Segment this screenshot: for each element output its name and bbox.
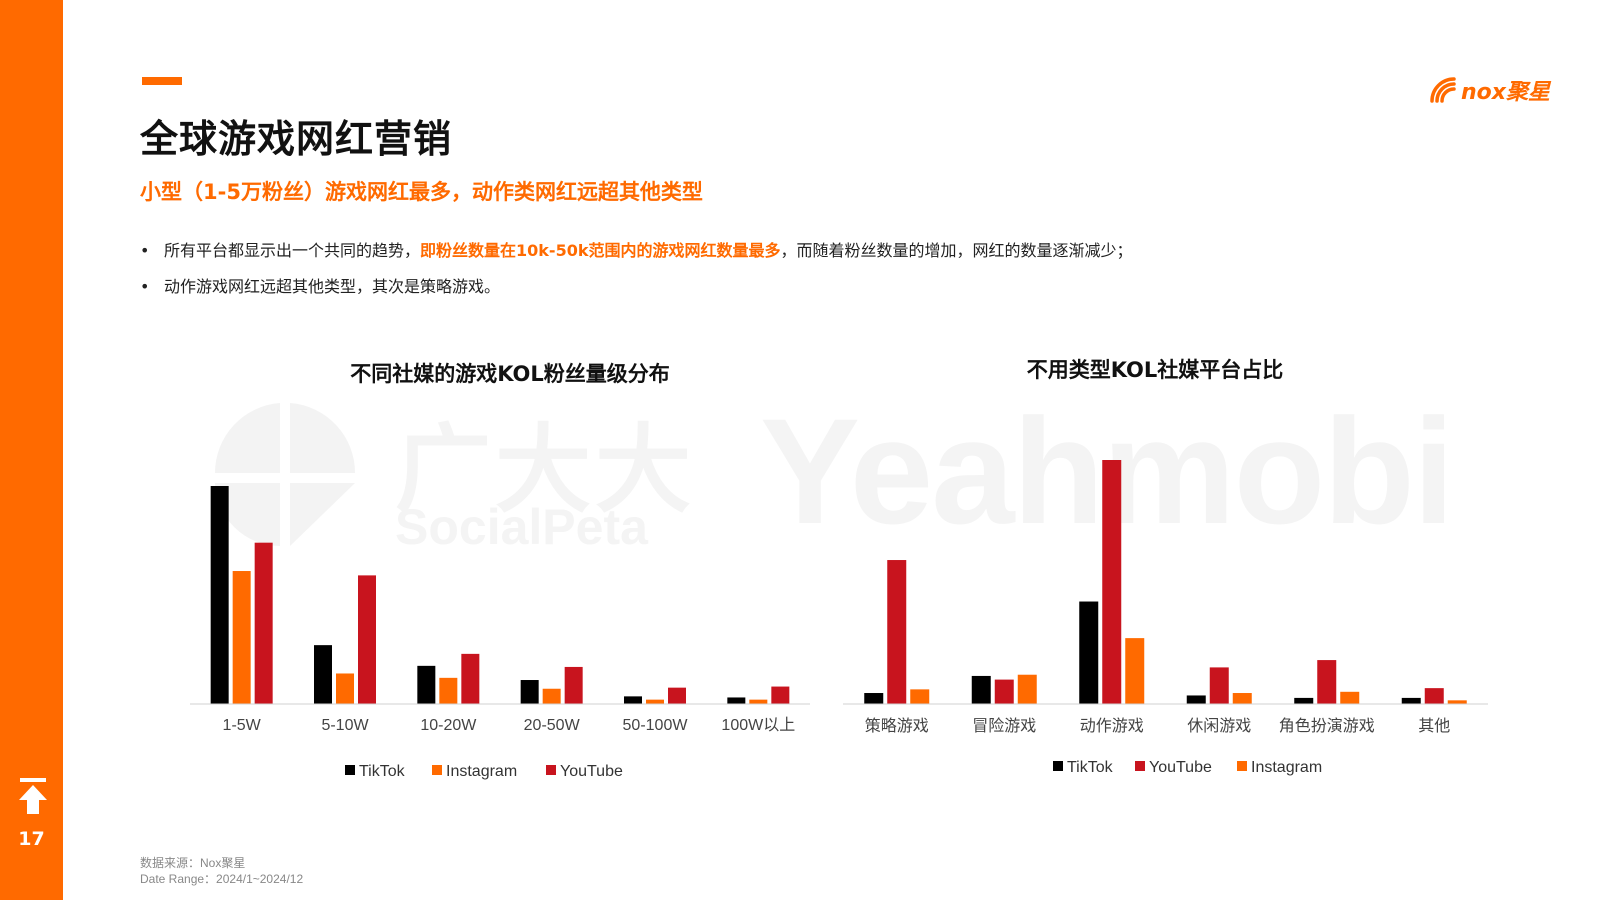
chart-title-fan-distribution: 不同社媒的游戏KOL粉丝量级分布	[350, 362, 670, 386]
x-tick-label: 1-5W	[223, 717, 262, 734]
page-title: 全球游戏网红营销	[140, 117, 453, 161]
x-tick-label: 策略游戏	[865, 717, 929, 735]
footer: 数据来源：Nox聚星 Date Range：2024/1~2024/12	[140, 855, 303, 887]
bullet-text: ，而随着粉丝数量的增加，网红的数量逐渐减少；	[780, 241, 1133, 260]
bar	[668, 687, 686, 704]
nox-logo: nox聚星	[1428, 72, 1550, 108]
legend-swatch	[432, 765, 442, 775]
bar	[314, 645, 332, 704]
x-tick-label: 10-20W	[420, 717, 477, 734]
x-tick-label: 角色扮演游戏	[1279, 717, 1375, 735]
x-tick-label: 休闲游戏	[1187, 717, 1251, 735]
bar	[1186, 695, 1206, 704]
x-tick-label: 动作游戏	[1080, 717, 1144, 735]
bar	[542, 688, 561, 704]
bar	[439, 677, 458, 704]
bar	[1447, 700, 1467, 704]
bar	[232, 571, 251, 704]
bar	[971, 675, 991, 704]
page-number: 17	[18, 828, 45, 850]
x-tick-label: 5-10W	[321, 717, 369, 734]
x-tick-label: 其他	[1418, 717, 1450, 735]
bar	[749, 699, 768, 704]
page-subtitle: 小型（1-5万粉丝）游戏网红最多，动作类网红远超其他类型	[140, 180, 703, 204]
nox-signal-icon	[1430, 77, 1456, 103]
legend-label: TikTok	[1067, 759, 1114, 776]
data-source: 数据来源：Nox聚星	[140, 856, 246, 870]
bar	[1294, 697, 1314, 704]
legend-swatch	[1135, 761, 1145, 771]
x-tick-label: 冒险游戏	[972, 717, 1036, 735]
legend-label: YouTube	[1149, 759, 1212, 776]
bar	[254, 542, 273, 704]
bullet-text: 动作游戏网红远超其他类型，其次是策略游戏。	[164, 277, 501, 296]
x-tick-label: 100W以上	[721, 716, 795, 734]
bar	[1340, 691, 1360, 704]
bar	[727, 697, 746, 704]
bar	[1102, 460, 1122, 704]
date-range: Date Range：2024/1~2024/12	[140, 872, 304, 886]
bullet-item: 动作游戏网红远超其他类型，其次是策略游戏。	[140, 276, 1540, 298]
bullet-list: 所有平台都显示出一个共同的趋势，即粉丝数量在10k-50k范围内的游戏网红数量最…	[140, 240, 1540, 312]
logo-text: nox聚星	[1461, 80, 1550, 105]
bar	[1317, 660, 1337, 704]
bullet-highlight: 即粉丝数量在10k-50k范围内的游戏网红数量最多	[420, 241, 781, 260]
bar	[910, 689, 930, 704]
bar	[1424, 688, 1444, 704]
bar	[210, 486, 229, 704]
legend-swatch	[1237, 761, 1247, 771]
bar	[358, 575, 376, 704]
bar	[864, 693, 884, 704]
bar	[646, 699, 664, 704]
chart-title-genre-platform: 不用类型KOL社媒平台占比	[1026, 358, 1284, 382]
bar	[624, 696, 642, 704]
bullet-item: 所有平台都显示出一个共同的趋势，即粉丝数量在10k-50k范围内的游戏网红数量最…	[140, 240, 1540, 262]
title-accent-line	[142, 77, 182, 85]
bar	[417, 665, 436, 704]
bar	[1017, 674, 1037, 704]
legend-swatch	[345, 765, 355, 775]
bar	[994, 679, 1014, 704]
bar	[336, 673, 354, 704]
bar	[1232, 693, 1252, 704]
legend-label: YouTube	[560, 763, 623, 780]
legend-label: Instagram	[1251, 759, 1322, 776]
bar	[1079, 601, 1099, 704]
bar	[1209, 667, 1229, 704]
x-tick-label: 50-100W	[623, 717, 689, 734]
bar	[461, 653, 480, 704]
legend-swatch	[546, 765, 556, 775]
side-bar: 17	[0, 0, 63, 900]
legend-label: TikTok	[359, 763, 406, 780]
bar	[771, 686, 790, 704]
bar	[887, 560, 907, 704]
x-tick-label: 20-50W	[524, 717, 581, 734]
bar	[564, 666, 583, 704]
bar	[520, 680, 539, 704]
back-to-top-icon[interactable]	[18, 778, 48, 814]
bar	[1125, 638, 1145, 704]
bar	[1401, 697, 1421, 704]
bullet-text: 所有平台都显示出一个共同的趋势，	[164, 241, 421, 260]
legend-swatch	[1053, 761, 1063, 771]
legend-label: Instagram	[446, 763, 517, 780]
